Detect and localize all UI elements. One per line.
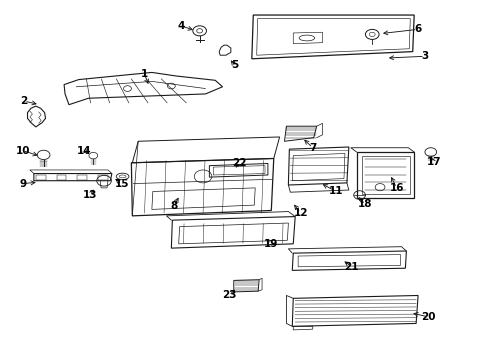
Text: 23: 23 [221, 291, 236, 301]
Text: 21: 21 [344, 262, 358, 272]
Text: 10: 10 [15, 145, 30, 156]
Text: 12: 12 [293, 208, 307, 218]
Bar [98, 175, 108, 180]
Text: 11: 11 [328, 186, 343, 197]
Text: 1: 1 [141, 69, 148, 79]
Text: 7: 7 [308, 143, 316, 153]
Text: 4: 4 [177, 21, 184, 31]
Text: 17: 17 [426, 157, 440, 167]
Text: 13: 13 [82, 190, 97, 200]
Text: 19: 19 [264, 239, 278, 249]
Text: 8: 8 [170, 201, 177, 211]
Text: 3: 3 [421, 51, 427, 61]
Text: 18: 18 [357, 199, 372, 210]
Bar [57, 175, 66, 180]
Bar [36, 175, 45, 180]
Text: 20: 20 [421, 312, 435, 322]
Text: 9: 9 [19, 179, 26, 189]
Text: 16: 16 [388, 183, 403, 193]
Text: 14: 14 [77, 145, 92, 156]
Bar [77, 175, 87, 180]
Text: 15: 15 [114, 179, 129, 189]
Text: 2: 2 [20, 96, 28, 106]
Text: 6: 6 [413, 24, 420, 35]
Text: 22: 22 [232, 158, 246, 168]
Text: 5: 5 [231, 60, 238, 70]
